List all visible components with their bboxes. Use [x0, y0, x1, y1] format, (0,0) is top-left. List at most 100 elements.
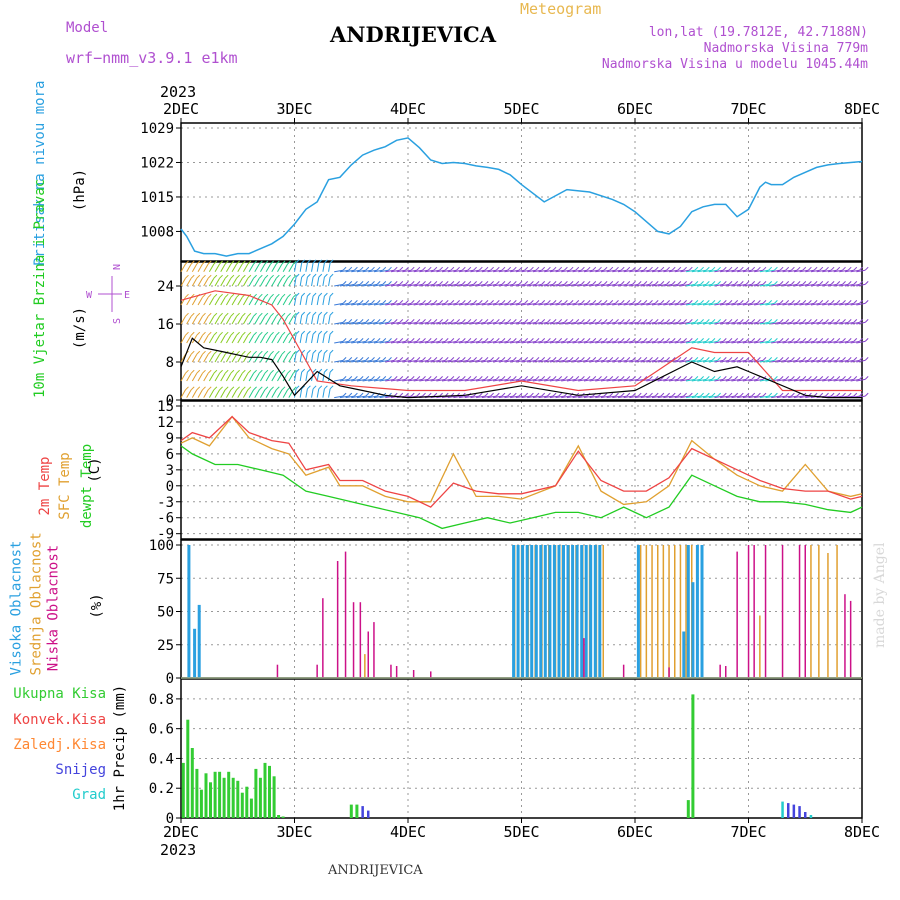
high-cloud-bar: [543, 545, 547, 678]
wind-barb-flag: [819, 357, 824, 361]
wind-barb-flag: [808, 357, 812, 361]
wind-barb-flag: [312, 330, 317, 335]
wind-barb: [254, 372, 260, 382]
wind-barb: [612, 378, 622, 382]
wind-barb-flag: [711, 376, 716, 380]
wind-barb: [583, 269, 593, 273]
wind-barb: [271, 315, 277, 325]
high-cloud-bar: [552, 545, 556, 678]
wind-barb-flag: [632, 338, 636, 342]
wind-barb: [640, 302, 650, 306]
wind-barb-flag: [864, 300, 869, 304]
wind-barb: [720, 378, 730, 382]
wind-barb-flag: [301, 349, 306, 354]
wind-barb: [197, 263, 203, 273]
wind-barb-flag: [683, 392, 687, 397]
wind-barb-flag: [705, 300, 710, 304]
wind-barb: [515, 283, 525, 287]
wind-barb: [379, 283, 389, 287]
wind-barb: [345, 395, 355, 399]
wind-barb: [685, 269, 695, 273]
wind-barb-flag: [796, 376, 801, 380]
wind-barb: [447, 283, 457, 287]
graupel-label: Grad: [72, 787, 106, 803]
wind-barb-flag: [518, 281, 523, 285]
wind-barb: [458, 359, 468, 363]
wind-barb-flag: [649, 319, 653, 323]
wind-barb-flag: [329, 385, 334, 390]
wind-barb: [759, 321, 769, 325]
wind-barb-flag: [329, 349, 334, 354]
wind-barb-flag: [711, 319, 716, 323]
wind-barb-flag: [643, 338, 648, 342]
wind-barb: [328, 277, 331, 287]
wind-barb: [441, 340, 451, 344]
wind-barb: [685, 340, 695, 344]
wind-barb: [754, 269, 764, 273]
wind-barb: [816, 378, 826, 382]
wind-barb: [254, 315, 260, 325]
wind-barb-flag: [376, 319, 381, 323]
wind-barb: [208, 315, 215, 325]
wind-barb-flag: [190, 369, 195, 374]
wind-barb-flag: [359, 338, 364, 342]
wind-barb: [606, 283, 616, 287]
wind-barb: [180, 263, 186, 273]
wind-barb: [685, 378, 695, 382]
wind-barb: [583, 321, 593, 325]
wind-barb-flag: [609, 338, 614, 342]
wind-barb-flag: [836, 376, 841, 380]
wind-barb: [242, 353, 249, 363]
wind-barb-flag: [739, 357, 744, 361]
wind-barb: [572, 283, 582, 287]
wind-barb: [345, 321, 355, 325]
wind-barb-flag: [264, 260, 269, 265]
wind-barb-flag: [603, 266, 608, 271]
wind-barb: [549, 283, 559, 287]
wind-barb: [549, 395, 559, 399]
wind-barb-flag: [422, 376, 426, 380]
wind-barb-flag: [864, 357, 869, 361]
wind-barb-flag: [859, 338, 863, 342]
wind-barb: [487, 302, 497, 306]
wind-barb: [402, 283, 412, 287]
wind-barb: [356, 269, 366, 273]
wind-barb-flag: [388, 319, 392, 323]
wind-barb-flag: [270, 274, 274, 279]
wind-barb: [844, 302, 854, 306]
wind-barb: [566, 283, 576, 287]
total-precip-bar: [190, 748, 194, 818]
wind-barb: [731, 359, 741, 363]
wind-barb-flag: [552, 376, 557, 380]
wind-barb: [220, 353, 226, 363]
wind-barb-flag: [836, 319, 841, 323]
wind-barb: [265, 372, 272, 382]
wind-barb-flag: [643, 300, 648, 304]
wind-barb-flag: [524, 376, 529, 380]
wind-barb-flag: [247, 260, 252, 265]
wind-barb-flag: [711, 392, 716, 397]
wind-barb-flag: [637, 357, 642, 361]
pressure-panel-frame: [180, 122, 863, 262]
wind-barb: [680, 359, 690, 363]
mid-cloud-bar: [668, 545, 670, 678]
wind-barb: [203, 315, 209, 325]
wind-barb-flag: [654, 338, 659, 342]
wind-barb: [208, 353, 215, 363]
wind-barb: [782, 283, 792, 287]
wind-barb: [810, 340, 820, 344]
wind-barb-flag: [393, 376, 398, 380]
wind-barb-flag: [830, 357, 835, 361]
wind-barb: [197, 296, 203, 306]
wind-barb: [470, 269, 480, 273]
wind-barb-flag: [484, 319, 489, 323]
x-year-top: 2023: [160, 83, 196, 101]
wind-barb: [697, 378, 707, 382]
wind-barb-flag: [739, 338, 744, 342]
wind-barb: [793, 395, 803, 399]
wind-barb-flag: [615, 376, 619, 380]
wind-barb-flag: [433, 319, 438, 323]
wind-barb-flag: [830, 392, 835, 397]
wind-barb: [470, 378, 480, 382]
wind-barb: [339, 359, 349, 363]
